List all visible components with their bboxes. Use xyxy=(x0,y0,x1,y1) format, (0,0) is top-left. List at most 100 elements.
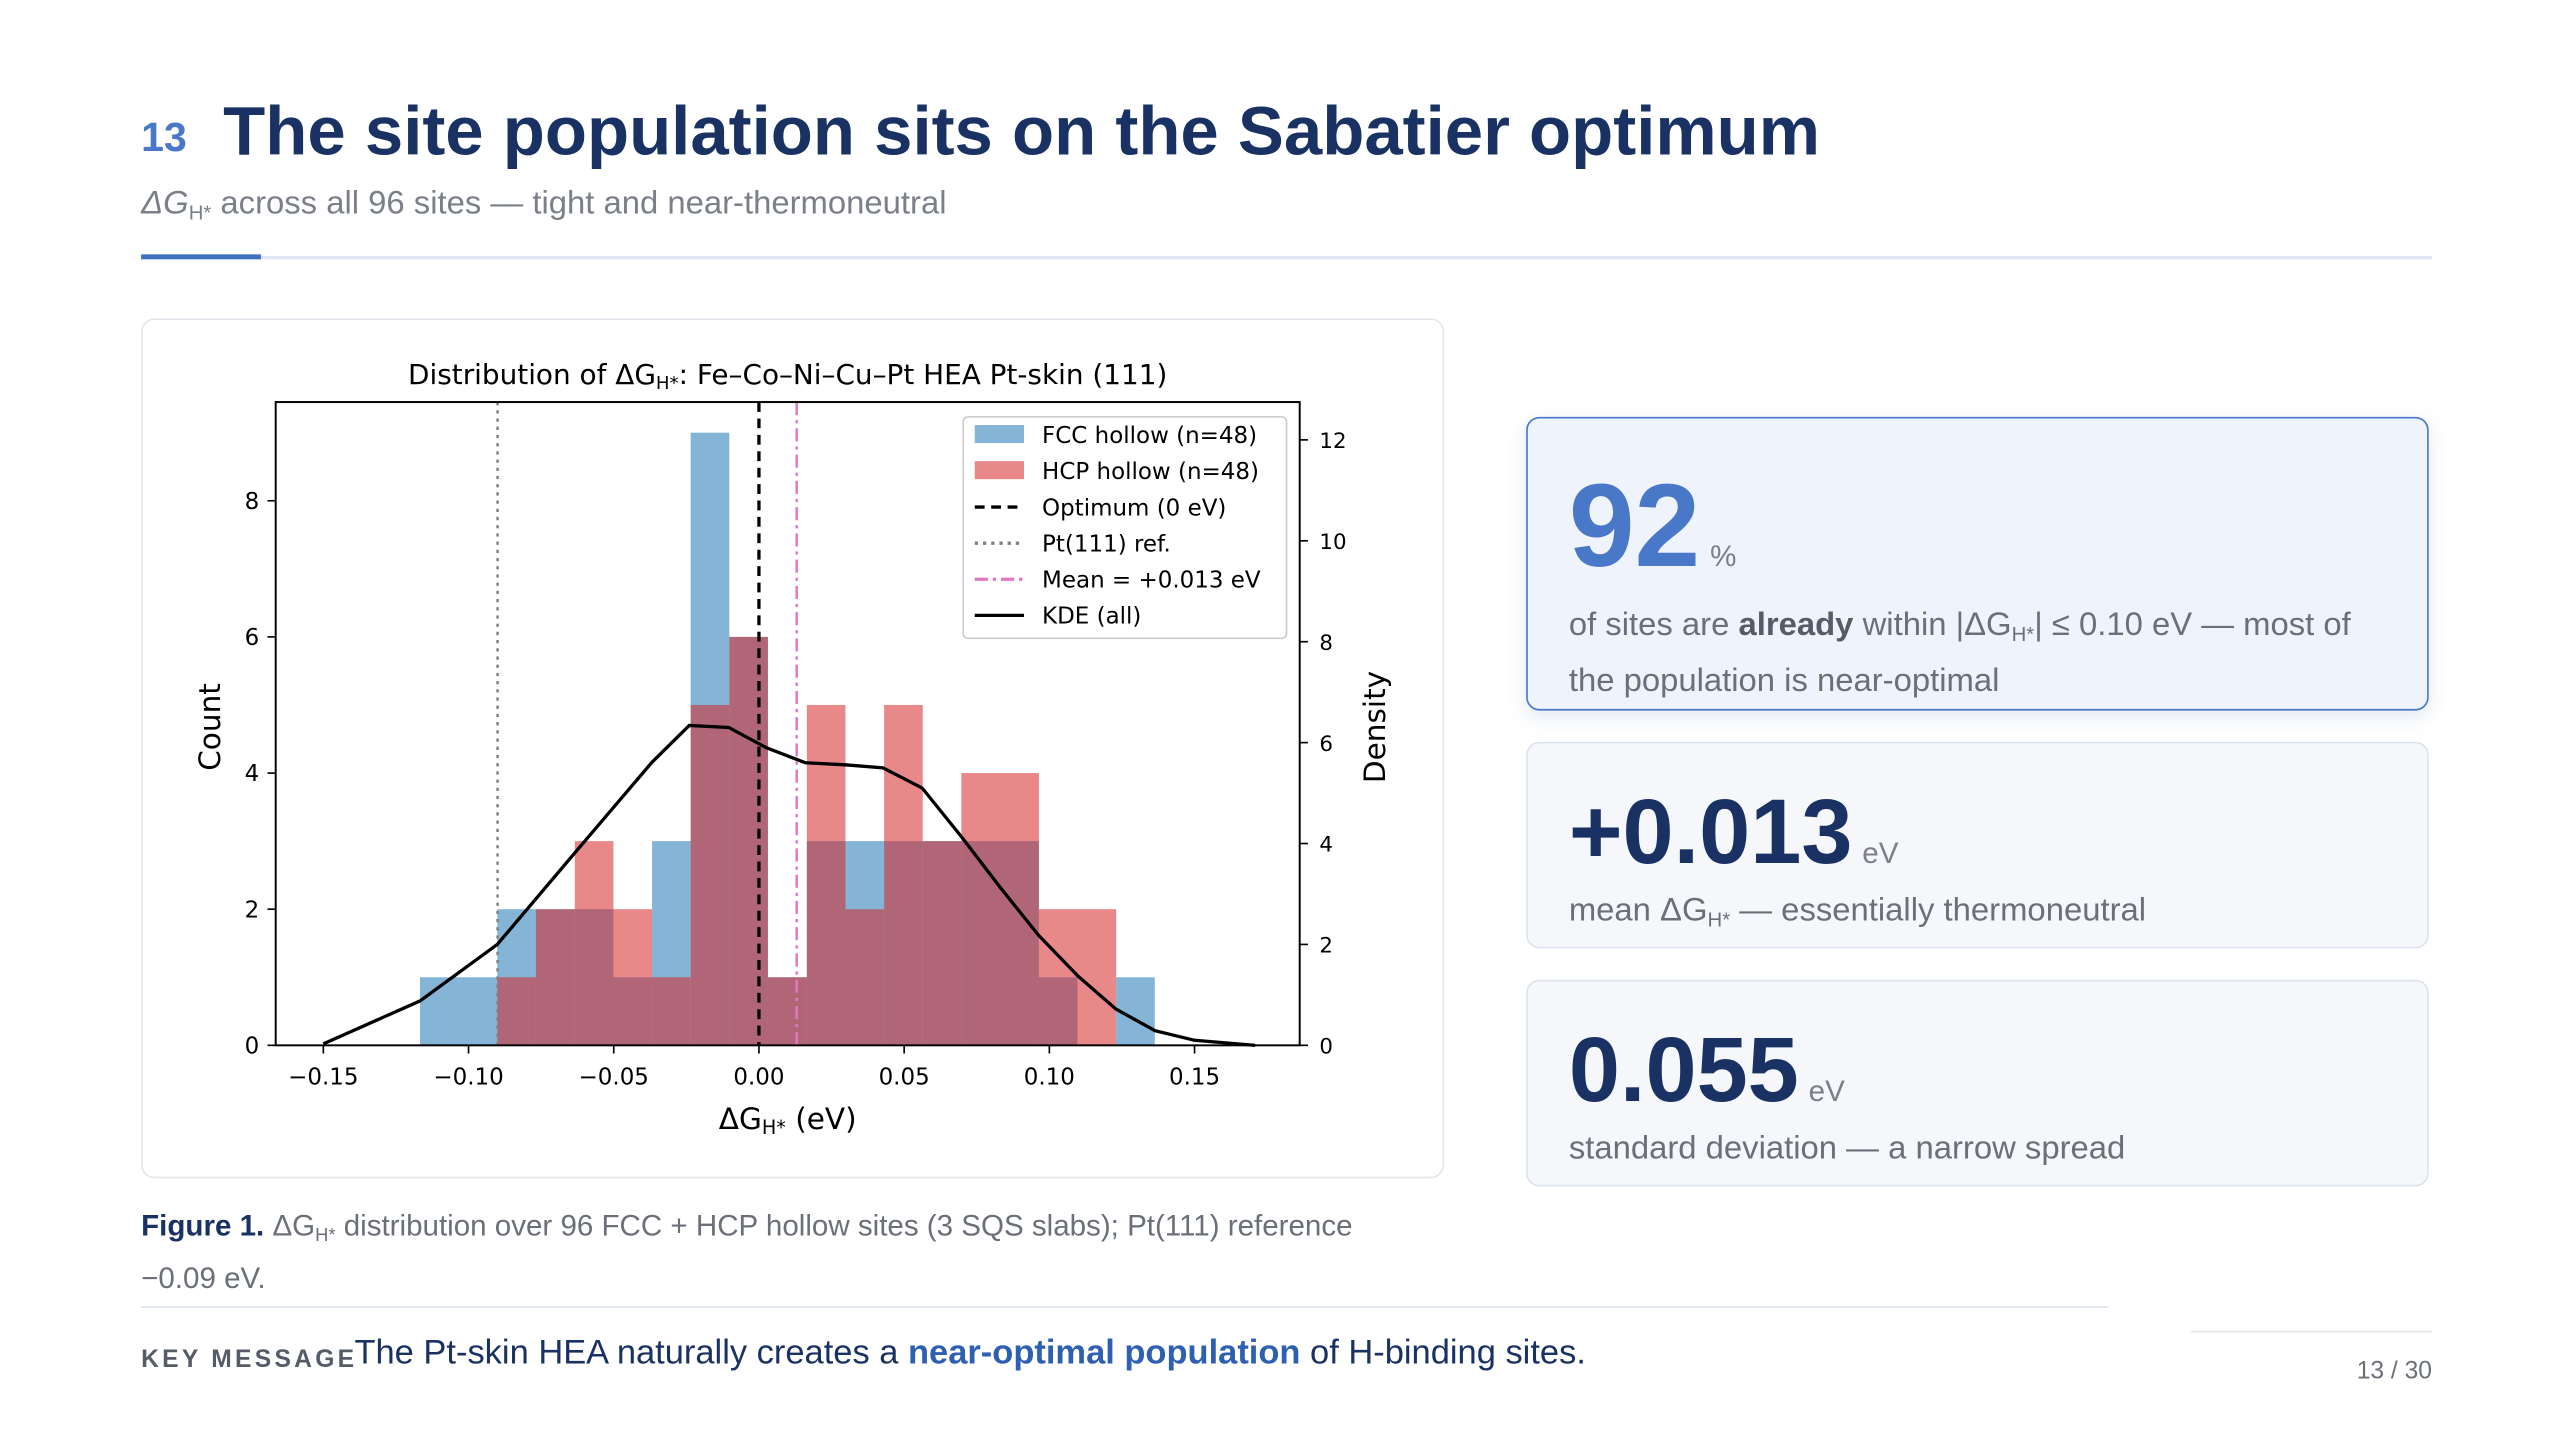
subscript: H* xyxy=(2011,623,2035,647)
text: ΔG xyxy=(141,185,189,222)
y2-tick-label: 10 xyxy=(1319,530,1346,555)
legend-label: Pt(111) ref. xyxy=(1042,531,1171,557)
stat-card: +0.013 eV mean ΔGH* — essentially thermon… xyxy=(1526,741,2429,949)
y2-tick-label: 2 xyxy=(1319,934,1333,959)
bar xyxy=(922,841,962,1046)
stat-unit: eV xyxy=(1808,1074,1845,1108)
text: distribution over 96 FCC + HCP hollow si… xyxy=(141,1209,1353,1296)
caption-label: Figure 1. xyxy=(141,1209,265,1243)
bar xyxy=(1038,909,1078,1046)
text: (eV) xyxy=(786,1102,857,1136)
stat-value: +0.013 xyxy=(1568,779,1853,883)
bar xyxy=(497,977,536,1046)
y-tick-label: 2 xyxy=(245,897,260,923)
subtitle: ΔGH* across all 96 sites — tight and nea… xyxy=(141,185,946,224)
chart: −0.15 −0.10 −0.05 0.00 0.05 0.10 0.15 0 2 4 6 8 0 2 4 6… xyxy=(193,358,1392,1139)
text: of H-binding sites. xyxy=(1300,1334,1586,1372)
bar xyxy=(613,909,653,1046)
bar xyxy=(1077,909,1117,1046)
stat-value: 0.055 xyxy=(1568,1017,1799,1121)
subscript: H* xyxy=(188,201,212,225)
x-tick-label: 0.00 xyxy=(733,1065,784,1091)
bar xyxy=(458,977,498,1046)
divider xyxy=(2190,1330,2433,1333)
y2-tick-label: 4 xyxy=(1319,833,1333,858)
chart-card xyxy=(141,318,1445,1179)
page-number: 13 / 30 xyxy=(2356,1357,2433,1386)
bar xyxy=(961,773,1000,1046)
y2-axis-label: Density xyxy=(1358,671,1392,783)
bar xyxy=(845,909,885,1046)
text: within |ΔG xyxy=(1853,607,2012,644)
stat-value-row: 0.055 eV xyxy=(1569,1023,2386,1116)
stat-value-row: 92% xyxy=(1569,468,2386,586)
divider xyxy=(141,1306,2109,1308)
x-tick-label: −0.10 xyxy=(433,1065,503,1091)
text: Distribution of ΔG xyxy=(408,358,656,391)
bar xyxy=(574,841,614,1046)
stat-card: 92% of sites are already within |ΔGH*| ≤… xyxy=(1526,416,2429,711)
legend-swatch xyxy=(974,461,1025,480)
legend-box xyxy=(962,416,1288,640)
stat-unit: % xyxy=(1710,539,1737,573)
legend-label: HCP hollow (n=48) xyxy=(1042,459,1259,485)
stat-card: 0.055 eV standard deviation — a narrow sp… xyxy=(1526,979,2429,1187)
y2-tick-label: 12 xyxy=(1319,429,1346,454)
text: ΔG xyxy=(264,1209,316,1243)
emphasis: already xyxy=(1738,607,1854,644)
bar xyxy=(652,977,691,1046)
legend-label: FCC hollow (n=48) xyxy=(1042,423,1257,449)
text: | ≤ 0.10 eV — most of the population is … xyxy=(1568,607,2351,699)
x-tick-label: 0.10 xyxy=(1024,1065,1075,1091)
stat-unit: eV xyxy=(1862,836,1899,870)
bar xyxy=(729,636,768,1046)
text: standard deviation — a narrow spread xyxy=(1568,1130,2126,1167)
y2-tick-label: 0 xyxy=(1319,1035,1333,1060)
slide-number: 13 xyxy=(141,114,187,161)
subscript: H* xyxy=(762,1116,786,1139)
bar xyxy=(806,704,846,1046)
subscript: H* xyxy=(1707,908,1731,932)
y2-tick-label: 6 xyxy=(1319,732,1333,757)
y2-tick-label: 8 xyxy=(1319,631,1333,656)
y-tick-label: 6 xyxy=(245,625,260,651)
subscript: H* xyxy=(656,373,679,394)
plot-frame xyxy=(274,401,1301,1047)
y-tick-label: 8 xyxy=(245,489,260,515)
divider-accent xyxy=(141,254,261,260)
divider xyxy=(141,256,2433,260)
bar xyxy=(690,704,730,1046)
x-tick-label: 0.15 xyxy=(1169,1065,1220,1091)
text: — essentially thermoneutral xyxy=(1730,892,2147,929)
text: of sites are xyxy=(1568,607,1739,644)
stat-value-row: +0.013 eV xyxy=(1569,785,2386,878)
legend-label: Mean = +0.013 eV xyxy=(1042,567,1261,593)
x-tick-label: −0.15 xyxy=(288,1065,358,1091)
key-message-label: KEY MESSAGE xyxy=(141,1345,358,1374)
x-tick-label: −0.05 xyxy=(579,1065,649,1091)
bar xyxy=(535,909,575,1046)
y-axis-label: Count xyxy=(193,683,227,771)
bar xyxy=(884,704,923,1046)
slide-title: The site population sits on the Sabatier… xyxy=(223,91,1821,170)
x-tick-label: 0.05 xyxy=(879,1065,930,1091)
legend-label: Optimum (0 eV) xyxy=(1042,495,1226,521)
text: across all 96 sites — tight and near-the… xyxy=(211,185,947,222)
stat-description: mean ΔGH* — essentially thermoneutral xyxy=(1569,888,2386,943)
subscript: H* xyxy=(315,1226,336,1247)
text: : Fe–Co–Ni–Cu–Pt HEA Pt-skin (111) xyxy=(679,358,1168,391)
emphasis: near-optimal population xyxy=(908,1334,1301,1372)
stat-description: of sites are already within |ΔGH*| ≤ 0.1… xyxy=(1569,602,2386,703)
legend-swatch xyxy=(974,425,1025,444)
x-axis-label: ΔGH* (eV) xyxy=(719,1102,857,1139)
key-message: The Pt-skin HEA naturally creates a near… xyxy=(354,1334,1585,1373)
stat-description: standard deviation — a narrow spread xyxy=(1569,1126,2386,1172)
stat-value: 92 xyxy=(1568,461,1701,593)
chart-title: Distribution of ΔGH*: Fe–Co–Ni–Cu–Pt HEA… xyxy=(408,358,1167,394)
text: ΔG xyxy=(719,1102,762,1136)
text: The Pt-skin HEA naturally creates a xyxy=(354,1334,909,1372)
y-tick-label: 0 xyxy=(245,1034,260,1060)
text: mean ΔG xyxy=(1568,892,1708,929)
